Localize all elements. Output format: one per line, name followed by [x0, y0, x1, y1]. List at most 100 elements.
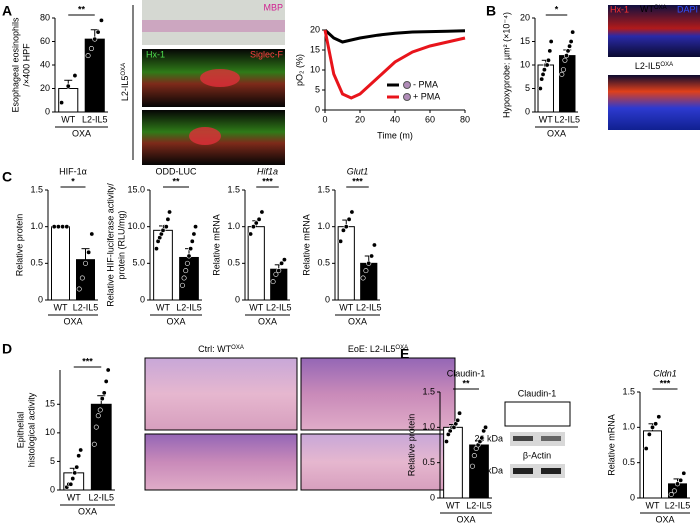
x-tick-label: L2-IL5 [466, 500, 492, 510]
x-tick-label: L2-IL5 [266, 302, 292, 312]
data-point [248, 231, 254, 237]
data-point [55, 224, 61, 230]
data-point [256, 216, 262, 222]
data-point [479, 435, 485, 441]
data-point [674, 481, 680, 487]
data-point [95, 29, 101, 35]
legend-icon [403, 81, 411, 89]
blot-band [541, 436, 561, 441]
data-point [562, 57, 568, 63]
x-tick-label: WT [446, 500, 460, 510]
data-point [471, 453, 477, 459]
y-tick-label: 20 [520, 12, 530, 22]
legend-label: - PMA [413, 79, 438, 89]
data-point [98, 17, 104, 23]
data-point [250, 224, 256, 230]
label-sup: OXA [121, 63, 127, 76]
data-point [276, 268, 282, 274]
data-point [253, 220, 259, 226]
y-axis-label: Relative protein [406, 414, 416, 477]
y-tick-label: 80 [40, 12, 50, 22]
significance: *** [262, 176, 273, 186]
series-line [323, 28, 466, 44]
bar [84, 38, 105, 113]
data-point [181, 275, 187, 281]
image-label: L2-IL5OXA [120, 63, 130, 101]
image-label: Hx-1 [610, 4, 629, 14]
bar [51, 226, 70, 301]
image-label: MBP [263, 2, 283, 12]
y-axis-label: Relative mRNA [606, 414, 616, 476]
data-point [340, 227, 346, 233]
data-point [189, 238, 195, 244]
bar [270, 268, 288, 301]
y-tick-label: 1.5 [622, 386, 635, 396]
y-tick-label: 15 [45, 399, 55, 409]
chart-title: Hif1a [257, 166, 278, 176]
data-point [76, 453, 82, 459]
image-label: EoE: L2-IL5OXA [348, 344, 408, 354]
legend-label: + PMA [413, 91, 440, 101]
image-label: DAPI [677, 4, 698, 14]
data-point [95, 413, 101, 419]
data-point [184, 260, 190, 266]
x-tick-label: WT [54, 302, 68, 312]
y-tick-label: 1.5 [422, 386, 435, 396]
y-tick-label: 20 [310, 24, 320, 34]
significance: ** [78, 4, 86, 14]
image-label: Ctrl: WTOXA [198, 344, 244, 354]
y-tick-label: 15 [310, 44, 320, 54]
data-point [560, 67, 566, 73]
data-point [76, 286, 82, 292]
y-tick-label: 0 [315, 104, 320, 114]
data-point [349, 209, 355, 215]
bar [337, 226, 355, 301]
x-tick-label: 20 [355, 114, 365, 124]
data-point [653, 421, 659, 427]
data-point [343, 224, 349, 230]
data-point [457, 410, 463, 416]
y-tick-label: 10 [45, 427, 55, 437]
histology-l2 [300, 357, 456, 431]
x-axis-label: OXA [348, 316, 367, 326]
data-point [186, 253, 192, 259]
x-axis-label: OXA [63, 316, 82, 326]
significance: * [71, 176, 75, 186]
data-point [544, 62, 550, 68]
data-point [541, 67, 547, 73]
bar [559, 55, 576, 113]
label-sup: OXA [395, 345, 408, 351]
data-point [165, 216, 171, 222]
histology-wt-zoom [144, 433, 298, 491]
data-point [563, 53, 569, 59]
data-point [483, 424, 489, 430]
y-axis-label: Hypoxyprobe: µm² (×10⁻⁴) [501, 12, 511, 118]
data-point [85, 53, 91, 59]
image-label: WTOXA [640, 4, 667, 14]
y-tick-label: 1.5 [30, 184, 43, 194]
data-point [681, 470, 687, 476]
y-tick-label: 0 [50, 484, 55, 494]
data-point [59, 100, 65, 106]
y-tick-label: 1.0 [317, 221, 330, 231]
blot-band-area [510, 432, 565, 446]
data-point [366, 260, 372, 266]
y-tick-label: 10 [310, 64, 320, 74]
data-point [273, 271, 279, 277]
image-label: L2-IL5OXA [635, 61, 673, 71]
chart-title: Cldn1 [653, 368, 677, 378]
data-point [105, 367, 111, 373]
blot-box [504, 401, 571, 427]
y-tick-label: 0 [525, 106, 530, 116]
data-point [537, 86, 543, 92]
data-point [93, 424, 99, 430]
y-tick-label: 10.0 [127, 221, 145, 231]
x-axis-label: OXA [258, 316, 277, 326]
x-axis-label: OXA [655, 514, 674, 524]
data-point [97, 407, 103, 413]
blot-band [541, 468, 561, 474]
data-point [547, 48, 553, 54]
y-axis-label: Relative mRNA [301, 214, 311, 276]
label-text: Ctrl: WT [198, 344, 231, 354]
y-tick-label: 1.5 [317, 184, 330, 194]
